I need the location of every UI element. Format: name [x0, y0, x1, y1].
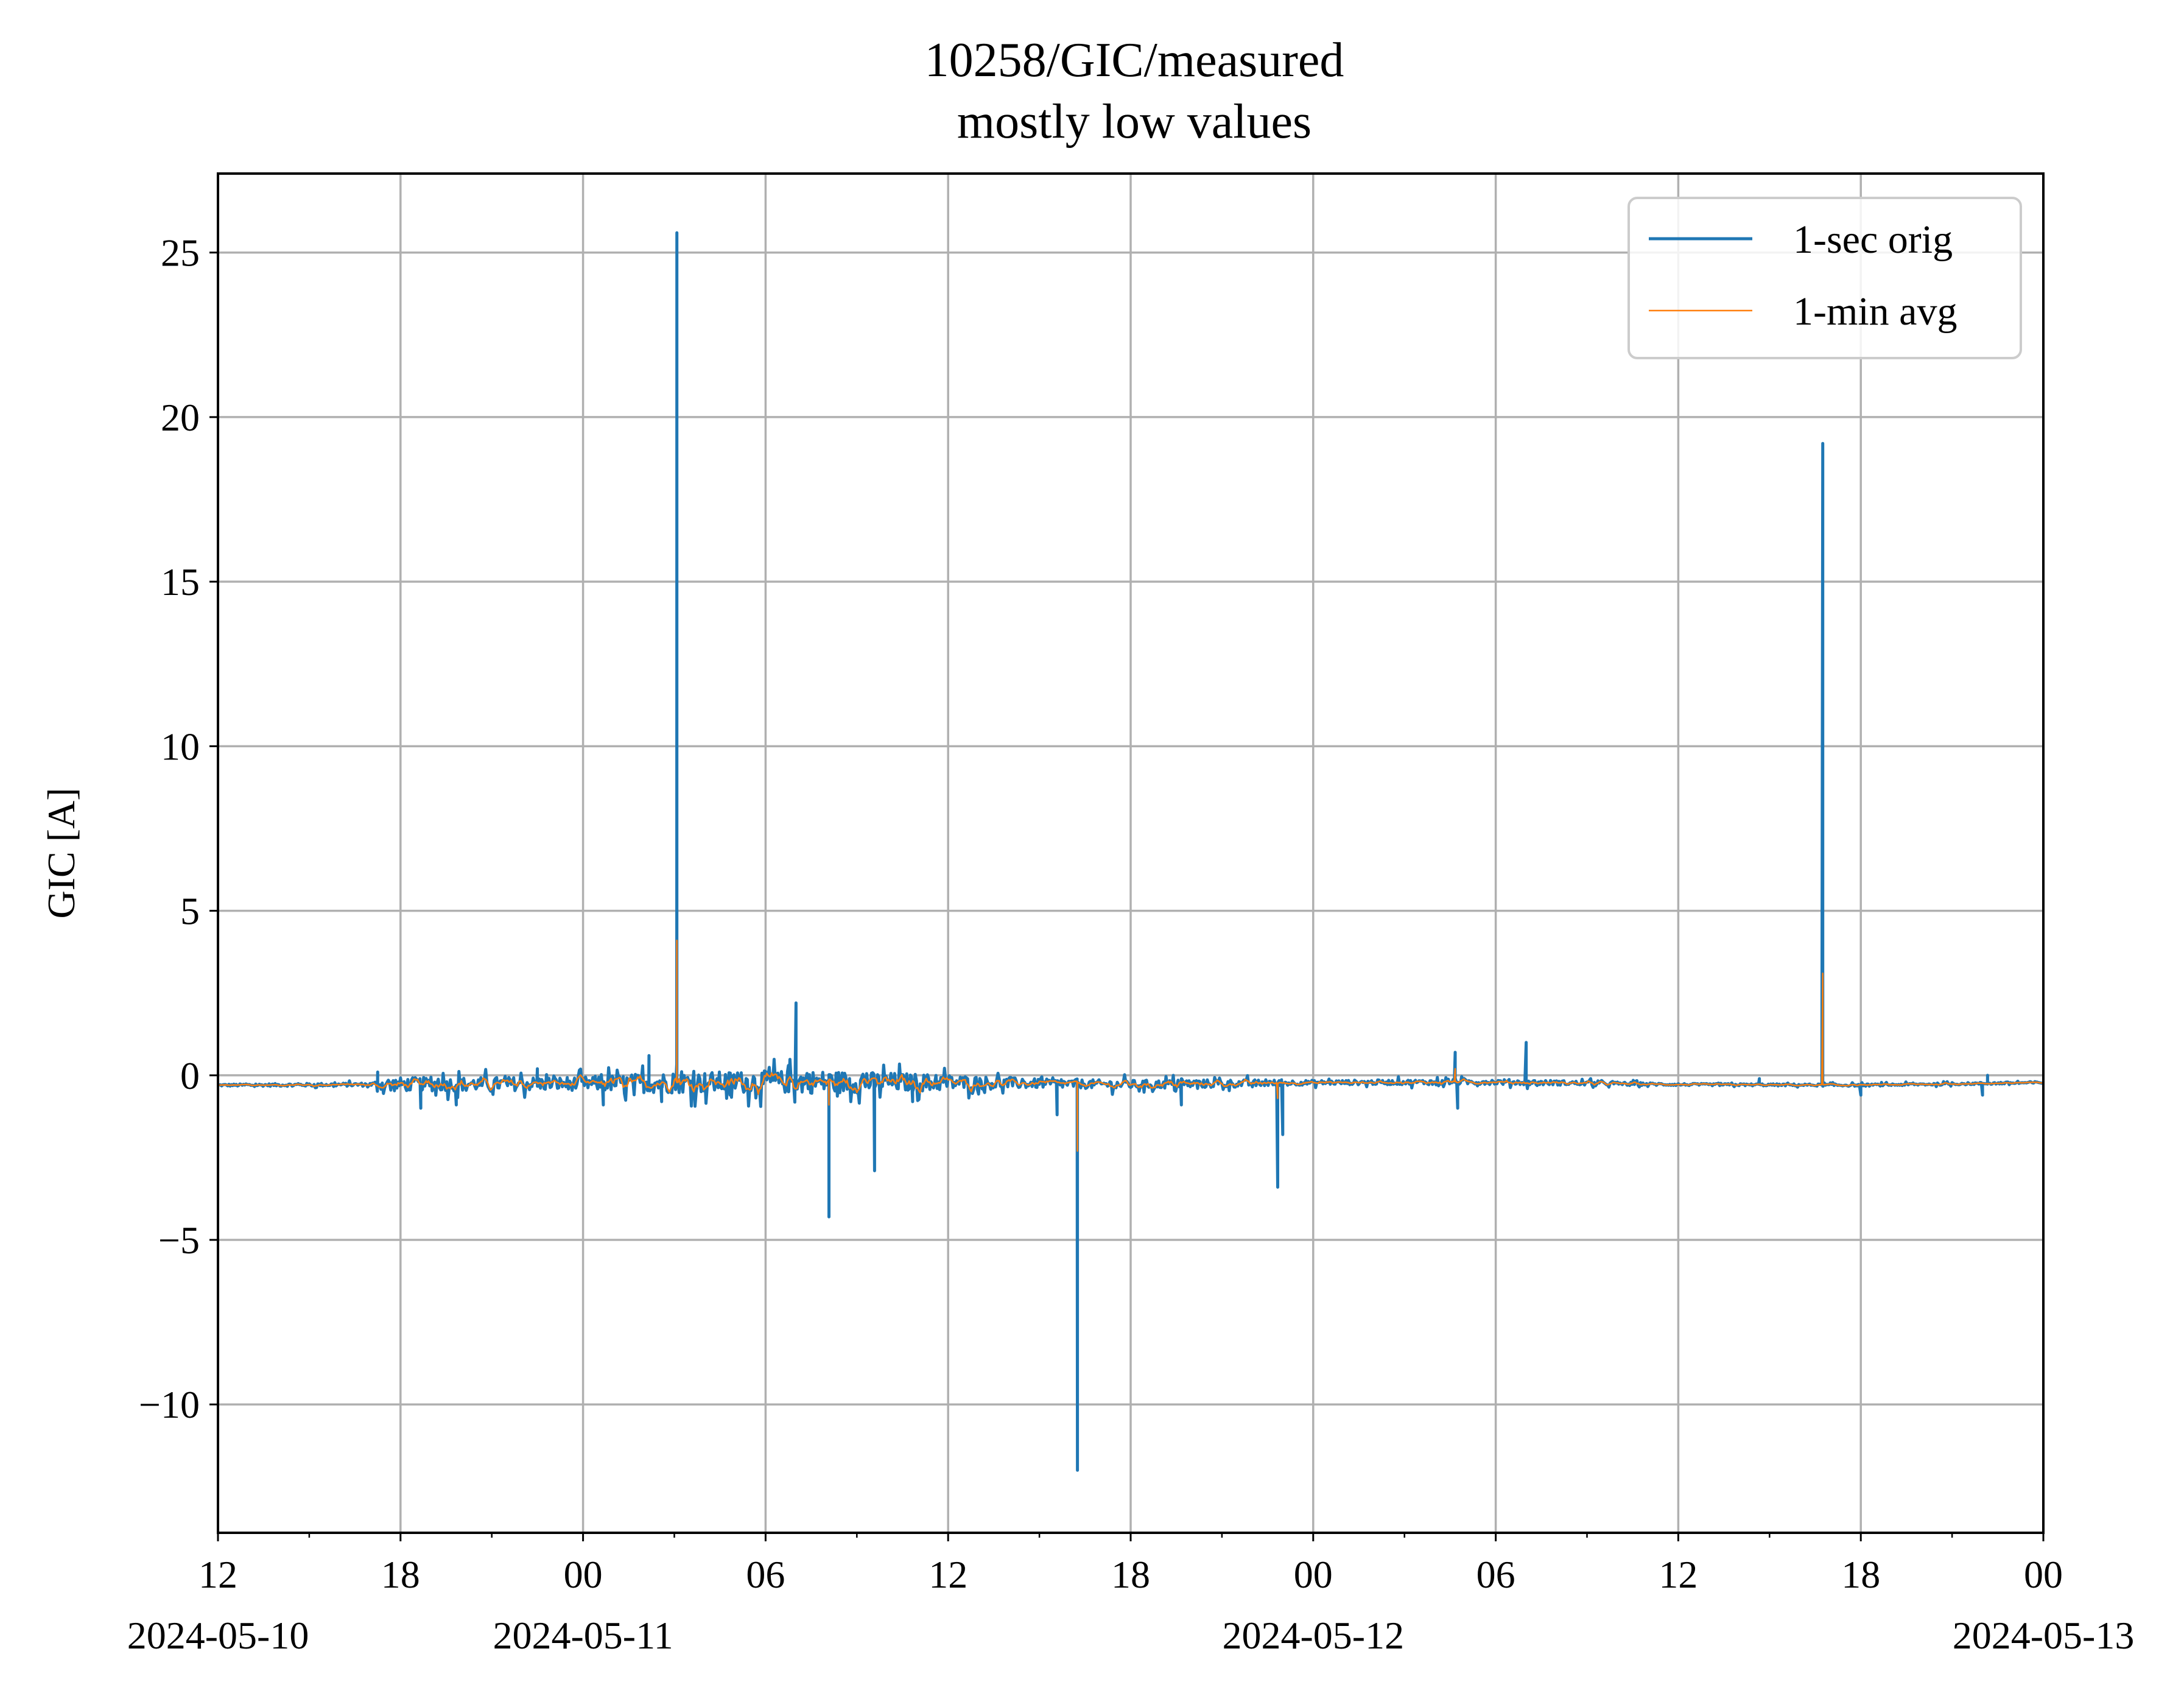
x-tick-label: 06	[746, 1553, 785, 1596]
x-tick-label: 18	[1111, 1553, 1150, 1596]
x-tick-date-label: 2024-05-12	[1222, 1614, 1404, 1657]
y-tick-label: 5	[180, 890, 200, 933]
chart-subtitle: mostly low values	[957, 95, 1311, 149]
x-tick-label: 12	[1659, 1553, 1698, 1596]
x-tick-label: 00	[564, 1553, 603, 1596]
y-tick-label: 15	[161, 560, 200, 603]
y-tick-label: 20	[161, 396, 200, 439]
legend-label-1-min-avg: 1-min avg	[1793, 289, 1957, 334]
x-tick-label: 12	[929, 1553, 967, 1596]
y-axis-label: GIC [A]	[40, 787, 83, 918]
chart-title: 10258/GIC/measured	[925, 33, 1344, 87]
x-axis: 12 2024-05-10 18 00 2024-05-11 06 12 18 00 2024-0…	[127, 1533, 2135, 1657]
y-tick-label: 0	[180, 1054, 200, 1097]
x-tick-label: 06	[1476, 1553, 1515, 1596]
y-tick-label: −10	[139, 1383, 200, 1426]
x-tick-label: 18	[1841, 1553, 1880, 1596]
x-tick-date-label: 2024-05-13	[1953, 1614, 2135, 1657]
x-tick-label: 18	[381, 1553, 420, 1596]
y-tick-label: 25	[161, 231, 200, 275]
series-layer	[217, 231, 2045, 1472]
x-tick-label: 00	[2024, 1553, 2063, 1596]
x-tick-date-label: 2024-05-10	[127, 1614, 309, 1657]
legend-label-1-sec-orig: 1-sec orig	[1793, 217, 1953, 262]
legend: 1-sec orig 1-min avg	[1627, 197, 2022, 359]
x-tick-date-label: 2024-05-11	[493, 1614, 673, 1657]
x-tick-label: 12	[198, 1553, 237, 1596]
y-axis: −10 −5 0 5 10 15 20 25	[139, 231, 218, 1426]
y-tick-label: −5	[158, 1219, 200, 1262]
x-tick-label: 00	[1294, 1553, 1333, 1596]
series-line-1-min-avg	[217, 939, 2044, 1152]
y-tick-label: 10	[161, 725, 200, 768]
